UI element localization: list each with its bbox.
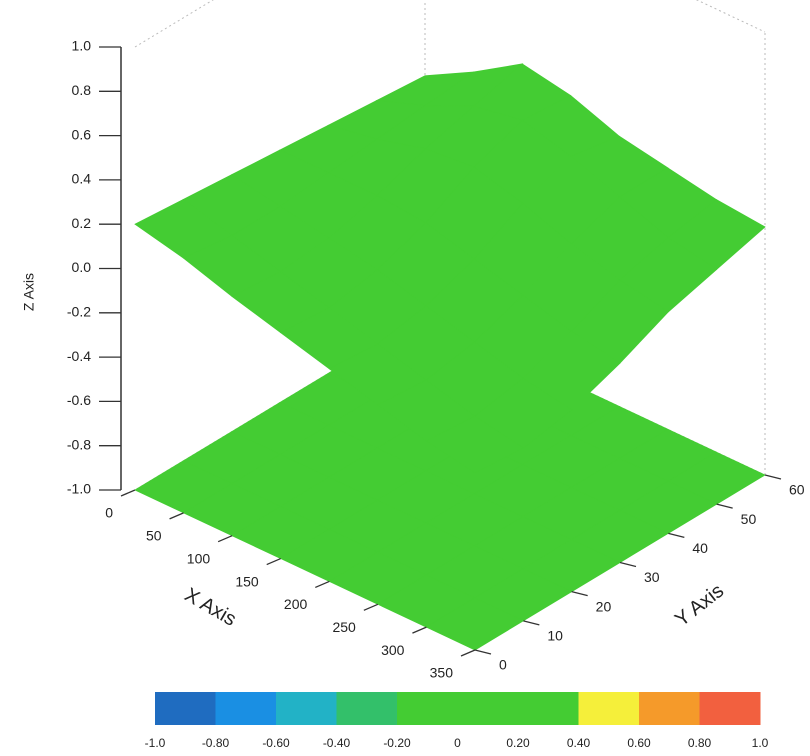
- z-tick-label: -0.4: [67, 348, 91, 364]
- colorbar-swatch: [457, 692, 519, 725]
- colorbar-tick-label: 0.40: [567, 736, 591, 750]
- colorbar-tick-label: -0.20: [383, 736, 411, 750]
- colorbar-swatch: [155, 692, 216, 725]
- colorbar-swatch: [215, 692, 277, 725]
- y-tick: [523, 620, 540, 626]
- colorbar-tick-label: 0.60: [627, 736, 651, 750]
- x-tick: [363, 603, 379, 611]
- colorbar-swatch: [397, 692, 458, 725]
- z-tick-label: -0.6: [67, 392, 91, 408]
- x-tick-label: 300: [381, 642, 405, 658]
- x-tick-label: 350: [430, 665, 454, 681]
- x-tick-label: 100: [187, 550, 211, 566]
- z-tick-label: 1.0: [72, 38, 92, 54]
- y-tick-label: 10: [547, 628, 563, 644]
- colorbar-swatch: [276, 692, 337, 725]
- x-tick: [412, 626, 427, 634]
- y-tick-label: 20: [596, 598, 612, 614]
- colorbar-tick-label: 0.80: [688, 736, 712, 750]
- y-axis-title: Y Axis: [671, 580, 728, 631]
- z-tick-label: 0.8: [72, 82, 92, 98]
- y-tick: [668, 532, 685, 538]
- y-tick: [474, 649, 492, 655]
- z-tick-label: 0.6: [72, 126, 92, 142]
- colorbar-swatch: [336, 692, 398, 725]
- x-tick: [315, 580, 330, 589]
- x-tick: [169, 512, 184, 520]
- z-tick-label: -1.0: [67, 481, 91, 497]
- y-tick-label: 40: [692, 540, 708, 556]
- x-tick: [120, 489, 136, 497]
- box-edge: [695, 0, 766, 33]
- surface-cell: [425, 415, 525, 474]
- x-tick-label: 200: [284, 596, 308, 612]
- z-tick-label: -0.2: [67, 304, 91, 320]
- z-tick-label: 0.4: [72, 171, 92, 187]
- colorbar-tick-label: -0.80: [202, 736, 230, 750]
- z-tick-label: 0.2: [72, 215, 92, 231]
- y-tick: [716, 503, 733, 509]
- x-tick: [217, 535, 233, 543]
- colorbar-swatch: [518, 692, 579, 725]
- colorbar-tick-label: 1.0: [752, 736, 769, 750]
- colorbar-tick-label: -1.0: [145, 736, 166, 750]
- z-tick-label: -0.8: [67, 436, 91, 452]
- x-tick-label: 50: [146, 528, 162, 544]
- z-tick-label: 0.0: [72, 259, 92, 275]
- y-tick: [764, 474, 782, 480]
- colorbar-tick-label: -0.40: [323, 736, 351, 750]
- colorbar-tick-label: -0.60: [262, 736, 290, 750]
- x-tick-label: 0: [105, 505, 113, 521]
- colorbar-swatch: [639, 692, 700, 725]
- x-tick: [460, 649, 476, 657]
- colorbar-tick-label: 0: [454, 736, 461, 750]
- x-tick-label: 250: [332, 619, 356, 635]
- x-tick: [266, 557, 281, 566]
- colorbar-swatch: [578, 692, 640, 725]
- y-tick-label: 60: [789, 482, 805, 498]
- z-axis-title: Z Axis: [21, 273, 37, 311]
- y-tick-label: 50: [741, 511, 757, 527]
- colorbar-tick-label: 0.20: [506, 736, 530, 750]
- box-edge: [134, 0, 214, 48]
- y-tick: [619, 561, 637, 568]
- y-tick-label: 0: [499, 657, 507, 673]
- y-tick: [571, 591, 588, 597]
- x-axis-title: X Axis: [181, 584, 240, 631]
- colorbar-swatch: [699, 692, 761, 725]
- x-tick-label: 150: [235, 573, 259, 589]
- y-tick-label: 30: [644, 569, 660, 585]
